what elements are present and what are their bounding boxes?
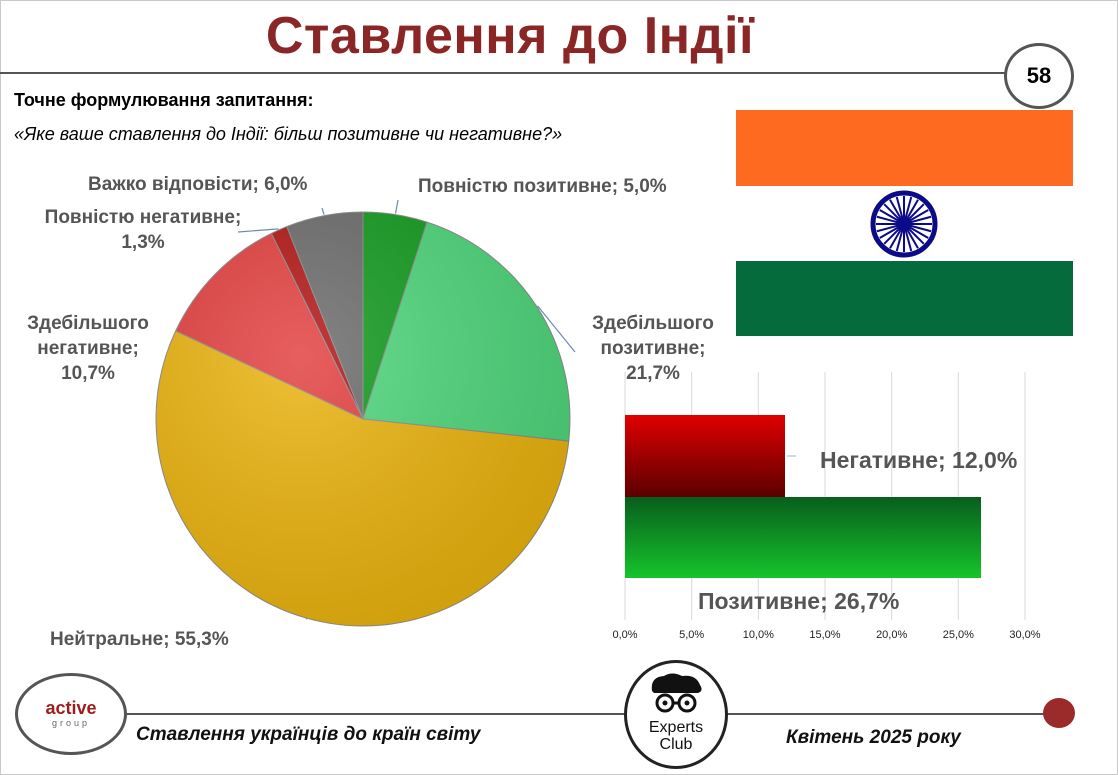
chakra-spoke (876, 215, 905, 225)
flag-green-stripe (736, 261, 1073, 336)
glasses-face-icon (651, 673, 702, 713)
question-text: «Яке ваше ставлення до Індії: більш пози… (14, 124, 563, 144)
leader-line-fully-positive (394, 199, 399, 214)
question-label: Точне формулювання запитання: (14, 90, 314, 110)
chakra-spoke (879, 209, 905, 225)
experts-club-text: Experts Club (627, 719, 725, 753)
footer-subtitle: Ставлення українців до країн світу (136, 724, 481, 745)
chakra-spoke (903, 215, 932, 225)
pie-label-fully-negative: Повністю негативне; 1,3% (44, 207, 242, 253)
pie-label-fully-positive: Повністю позитивне; 5,0% (418, 176, 667, 197)
chakra-spoke (903, 199, 919, 225)
pie-label-neutral: Нейтральне; 55,3% (50, 629, 229, 650)
page-title: Ставлення до Індії (265, 7, 755, 65)
chakra-spoke (903, 209, 929, 225)
bar-chart: 0,0% 5,0% 10,0% 15,0% 20,0% 25,0% 30,0% Негати… (612, 372, 1041, 641)
chakra-spoke (895, 196, 905, 225)
club-word: Club (659, 736, 693, 753)
chakra-spoke (883, 223, 905, 245)
flag-saffron-stripe (736, 110, 1073, 186)
chakra-spoke (903, 223, 925, 245)
chakra-spoke (903, 196, 913, 225)
bar-label-positive: Позитивне; 26,7% (698, 588, 899, 614)
active-logo-text: active (45, 698, 97, 718)
x-tick-label: 10,0% (743, 629, 774, 641)
footer-divider-left (125, 713, 625, 715)
chakra-spoke (879, 223, 905, 239)
chakra-spoke (903, 223, 919, 249)
x-tick-label: 25,0% (943, 629, 974, 641)
title-divider (0, 72, 1010, 74)
pie-label-hard-to-say: Важко відповісти; 6,0% (88, 174, 308, 195)
chakra-spoke (903, 223, 929, 239)
footer-divider-right (720, 713, 1050, 715)
chakra-spoke (883, 203, 905, 225)
experts-club-logo: Experts Club (624, 660, 728, 769)
bar-negative (625, 415, 785, 497)
leader-line-neutral (305, 617, 308, 620)
chakra-spoke (889, 223, 905, 249)
bar-positive (625, 497, 981, 578)
ashoka-chakra-icon (870, 190, 938, 258)
x-tick-label: 20,0% (876, 629, 907, 641)
decorative-dot (1043, 698, 1075, 728)
x-tick-label: 0,0% (612, 629, 637, 641)
chakra-spoke (889, 199, 905, 225)
chakra-spoke (903, 223, 913, 252)
x-tick-label: 30,0% (1009, 629, 1040, 641)
chakra-spoke (903, 203, 925, 225)
page-number-badge: 58 (1004, 43, 1074, 109)
x-tick-label: 5,0% (679, 629, 704, 641)
chakra-spoke (876, 223, 905, 233)
bar-label-negative: Негативне; 12,0% (820, 447, 1017, 473)
experts-word: Experts (648, 719, 704, 736)
chakra-spoke (895, 223, 905, 252)
footer-date: Квітень 2025 року (786, 727, 961, 748)
group-logo-text: group (51, 718, 91, 728)
leader-line-hard-to-say (321, 207, 325, 215)
chakra-spoke (903, 223, 932, 233)
active-group-logo: active group (15, 673, 127, 755)
x-tick-label: 15,0% (809, 629, 840, 641)
pie-label-mostly-negative: Здебільшого негативне; 10,7% (27, 313, 149, 384)
pie-label-mostly-positive: Здебільшого позитивне; 21,7% (592, 313, 714, 384)
